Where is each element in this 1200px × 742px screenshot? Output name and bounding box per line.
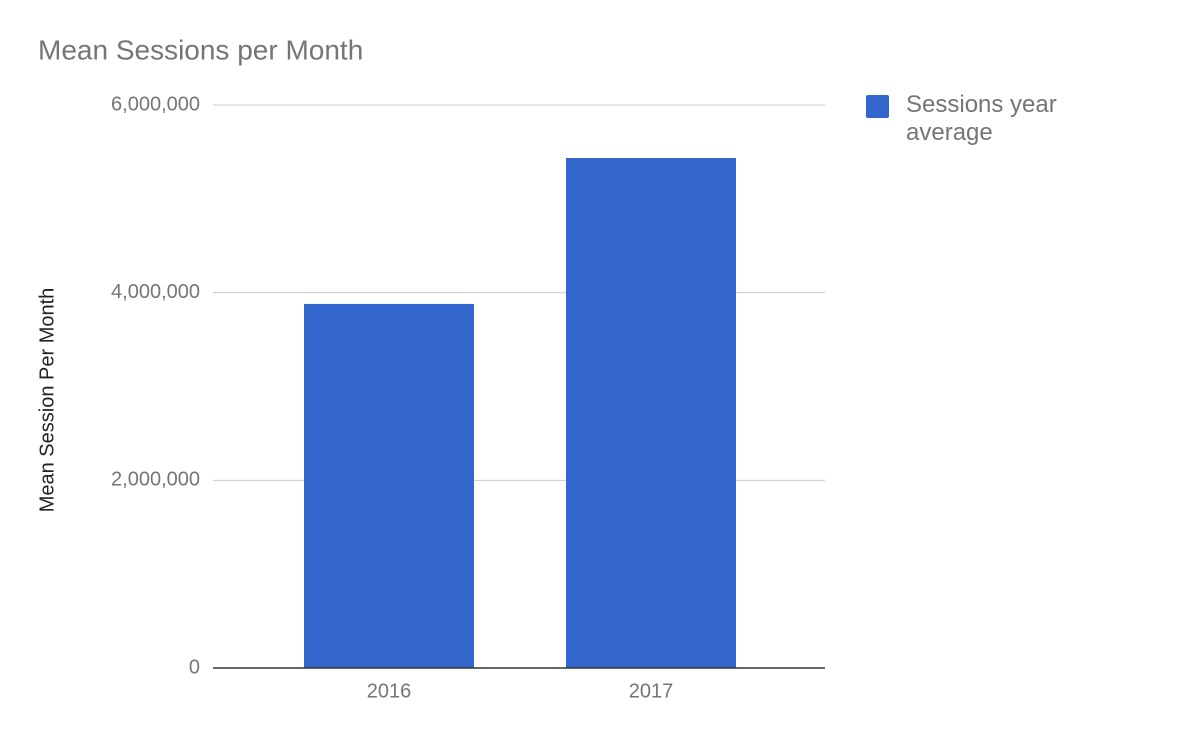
y-tick-label: 4,000,000: [111, 281, 200, 303]
y-axis-label: Mean Session Per Month: [36, 288, 58, 513]
y-tick-label: 2,000,000: [111, 469, 200, 491]
legend-swatch: [866, 95, 889, 118]
bar: [304, 303, 474, 668]
x-tick-label: 2016: [367, 680, 412, 702]
x-tick-label: 2017: [629, 680, 674, 702]
legend-item: Sessions year average: [906, 91, 1057, 146]
chart-title: Mean Sessions per Month: [38, 34, 363, 65]
bar: [566, 158, 736, 668]
y-tick-label: 6,000,000: [111, 93, 200, 115]
legend-label: Sessions year average: [906, 91, 1057, 146]
y-tick-label: 0: [189, 656, 200, 678]
